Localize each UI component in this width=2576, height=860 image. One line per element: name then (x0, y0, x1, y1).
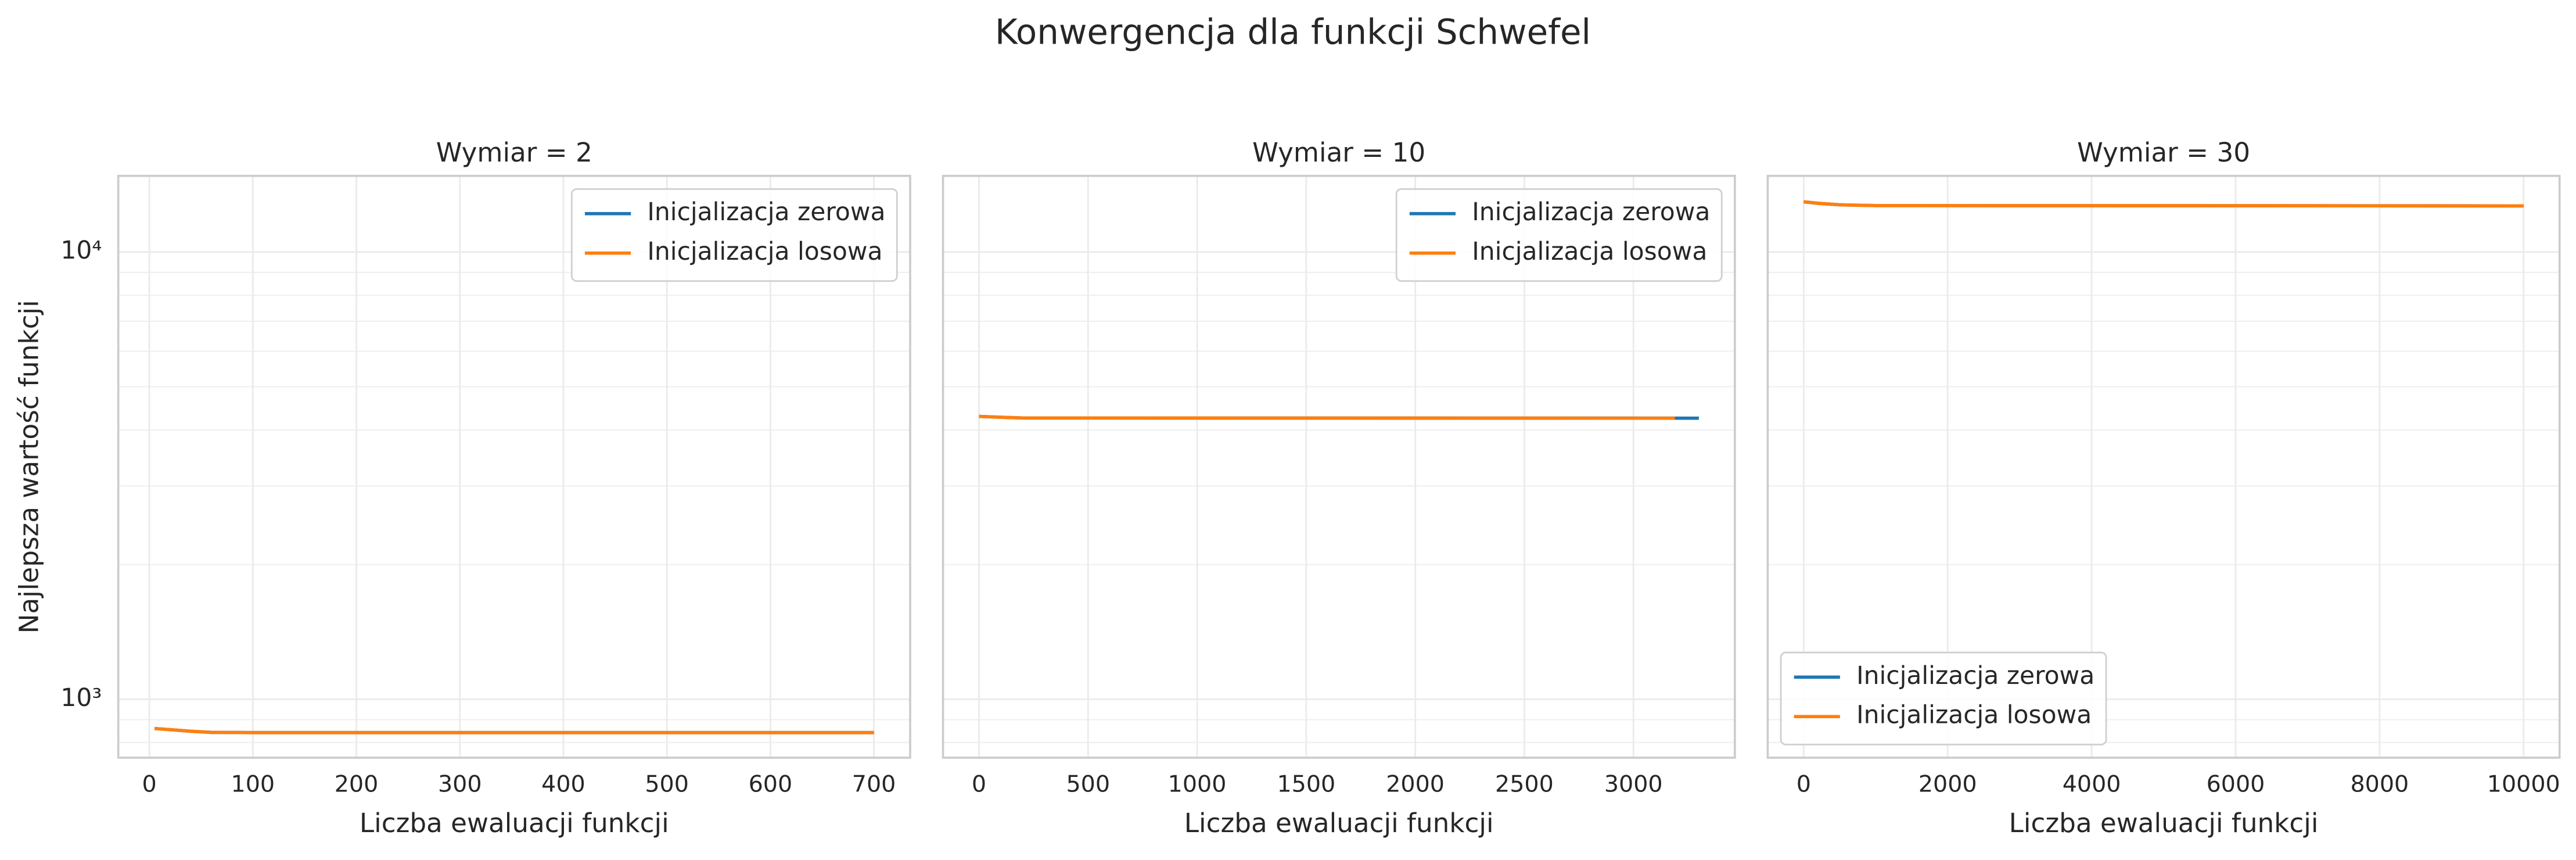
legend: Inicjalizacja zerowa Inicjalizacja losowa (1395, 188, 1723, 282)
legend-label: Inicjalizacja zerowa (647, 198, 885, 227)
x-tick-label: 4000 (2063, 771, 2121, 798)
legend: Inicjalizacja zerowa Inicjalizacja losowa (1780, 651, 2107, 746)
x-tick-label: 500 (645, 771, 689, 798)
legend-label: Inicjalizacja zerowa (1472, 198, 1710, 227)
data-line (1803, 200, 2524, 208)
legend-box (570, 188, 898, 282)
x-tick-label: 2500 (1495, 771, 1554, 798)
x-axis-label: Liczba ewaluacji funkcji (2009, 808, 2319, 838)
x-tick-label: 0 (142, 771, 157, 798)
legend-box (1780, 651, 2107, 746)
x-tick-label: 10000 (2487, 771, 2560, 798)
x-tick-label: 0 (1797, 771, 1811, 798)
plot-frame (942, 174, 1736, 759)
x-axis-label: Liczba ewaluacji funkcji (360, 808, 669, 838)
data-line (979, 414, 1675, 420)
x-tick-label: 1000 (1168, 771, 1227, 798)
x-tick-label: 100 (231, 771, 275, 798)
legend-box (1395, 188, 1723, 282)
x-tick-label: 6000 (2207, 771, 2265, 798)
plot-frame (1766, 174, 2561, 759)
x-tick-label: 1500 (1277, 771, 1335, 798)
subplot-title: Wymiar = 2 (436, 137, 592, 168)
x-axis-label: Liczba ewaluacji funkcji (1184, 808, 1494, 838)
x-tick-label: 200 (335, 771, 379, 798)
y-axis-label: Najlepsza wartość funkcji (14, 300, 45, 633)
y-tick-label: 10³ (60, 684, 102, 712)
x-tick-label: 400 (541, 771, 585, 798)
data-line (154, 726, 874, 734)
subplot-title: Wymiar = 10 (1252, 137, 1425, 168)
legend-label: Inicjalizacja losowa (1856, 701, 2092, 730)
subplot-title: Wymiar = 30 (2077, 137, 2250, 168)
x-tick-label: 8000 (2351, 771, 2409, 798)
y-tick-label: 10⁴ (60, 236, 102, 265)
x-tick-label: 3000 (1604, 771, 1663, 798)
x-tick-label: 600 (749, 771, 793, 798)
legend: Inicjalizacja zerowa Inicjalizacja losowa (570, 188, 898, 282)
x-tick-label: 2000 (1918, 771, 1977, 798)
plot-frame (117, 174, 911, 759)
x-tick-label: 0 (972, 771, 986, 798)
figure-title: Konwergencja dla funkcji Schwefel (995, 13, 1591, 53)
x-tick-label: 700 (852, 771, 896, 798)
legend-label: Inicjalizacja zerowa (1856, 662, 2094, 690)
x-tick-label: 2000 (1386, 771, 1445, 798)
legend-label: Inicjalizacja losowa (647, 238, 882, 266)
x-tick-label: 300 (438, 771, 482, 798)
x-tick-label: 500 (1066, 771, 1111, 798)
legend-label: Inicjalizacja losowa (1472, 238, 1707, 266)
